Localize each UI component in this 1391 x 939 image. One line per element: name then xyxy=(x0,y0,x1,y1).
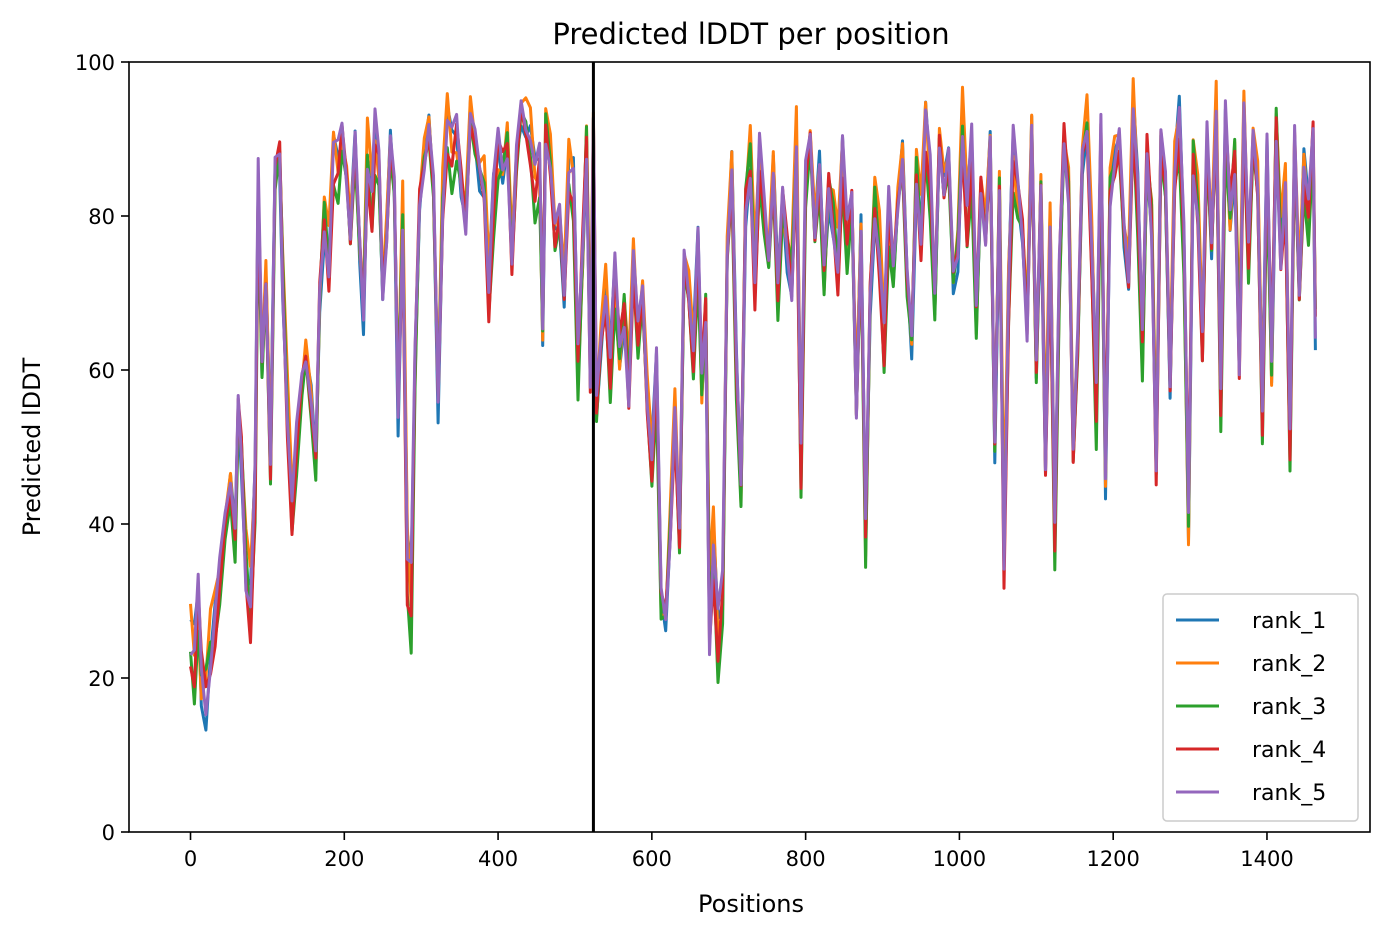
x-tick-label: 800 xyxy=(786,847,826,871)
x-tick-label: 1200 xyxy=(1086,847,1139,871)
y-axis-label: Predicted lDDT xyxy=(18,357,46,536)
legend-label: rank_2 xyxy=(1252,652,1326,677)
legend: rank_1 rank_2 rank_3 rank_4 rank_5 xyxy=(1162,593,1359,822)
legend-label: rank_4 xyxy=(1252,738,1326,763)
plot-frame xyxy=(128,61,1371,833)
legend-label: rank_3 xyxy=(1252,695,1326,720)
x-tick-label: 600 xyxy=(632,847,672,871)
x-tick-label: 1000 xyxy=(933,847,986,871)
y-tick-label: 0 xyxy=(102,821,115,845)
legend-box xyxy=(1162,593,1359,822)
x-tick-label: 0 xyxy=(184,847,197,871)
y-axis-ticks: 0 20 40 60 80 100 xyxy=(75,51,129,845)
x-axis-label: Positions xyxy=(698,890,804,918)
y-tick-label: 80 xyxy=(88,205,115,229)
y-tick-label: 20 xyxy=(88,667,115,691)
legend-label: rank_1 xyxy=(1252,609,1326,634)
legend-label: rank_5 xyxy=(1252,781,1326,806)
x-tick-label: 200 xyxy=(324,847,364,871)
y-tick-label: 40 xyxy=(88,513,115,537)
x-axis-ticks: 0 200 400 600 800 1000 1200 1400 xyxy=(184,832,1294,871)
series-layer xyxy=(189,77,1317,732)
x-tick-label: 1400 xyxy=(1240,847,1293,871)
series-line-rank-5 xyxy=(189,99,1317,717)
y-tick-label: 60 xyxy=(88,359,115,383)
chart-title: Predicted lDDT per position xyxy=(552,17,949,51)
y-tick-label: 100 xyxy=(75,51,115,75)
x-tick-label: 400 xyxy=(478,847,518,871)
